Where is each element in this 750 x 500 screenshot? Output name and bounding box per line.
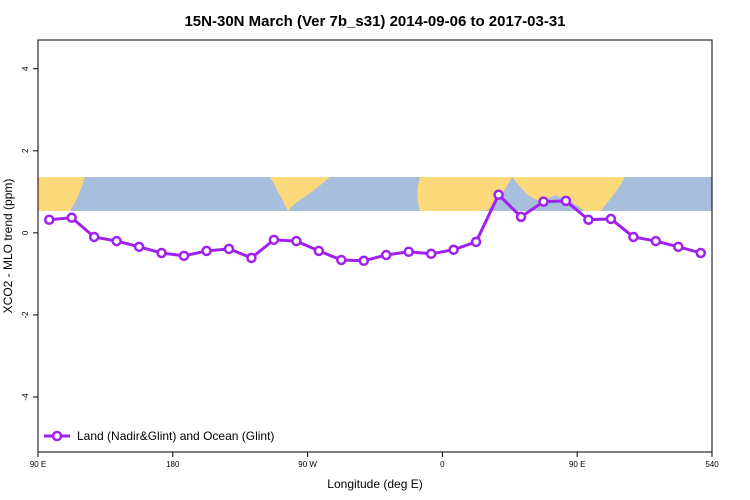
- data-point: [515, 211, 527, 223]
- x-axis-label: Longitude (deg E): [327, 477, 422, 491]
- y-tick-label: -4: [21, 393, 30, 401]
- plot-frame: [37, 39, 713, 453]
- data-point: [605, 213, 617, 225]
- y-axis-label: XCO2 - MLO trend (ppm): [1, 179, 15, 314]
- data-point: [291, 235, 302, 247]
- legend-marker: [51, 430, 63, 442]
- legend-label: Land (Nadir&Glint) and Ocean (Glint): [77, 429, 274, 443]
- data-point: [493, 189, 504, 200]
- data-point: [43, 214, 55, 225]
- data-point: [538, 196, 549, 207]
- y-tick-label: 4: [21, 66, 30, 71]
- data-point: [66, 212, 77, 223]
- x-tick-label: 540: [705, 460, 719, 469]
- data-point: [201, 245, 212, 257]
- x-tick-label: 0: [440, 460, 445, 469]
- y-tick-label: -2: [21, 311, 30, 319]
- data-point: [650, 235, 662, 247]
- data-point: [111, 235, 122, 247]
- data-point: [673, 241, 684, 253]
- y-tick-label: 2: [21, 148, 30, 153]
- data-point: [470, 236, 482, 248]
- data-point: [695, 247, 707, 259]
- data-point: [403, 246, 414, 257]
- x-tick-label: 90 E: [30, 460, 46, 469]
- x-tick-label: 90 W: [298, 460, 317, 469]
- data-point: [178, 250, 190, 262]
- data-point: [583, 214, 594, 225]
- data-point: [336, 254, 347, 266]
- data-point: [425, 248, 437, 260]
- data-point: [380, 249, 392, 261]
- data-point: [223, 243, 235, 255]
- map-band: [38, 177, 712, 211]
- y-tick-label: 0: [21, 230, 30, 235]
- data-point: [560, 195, 572, 207]
- data-point: [628, 231, 639, 243]
- data-point: [246, 252, 257, 264]
- x-tick-label: 90 E: [569, 460, 585, 469]
- data-point: [358, 255, 370, 267]
- data-point: [156, 247, 167, 259]
- chart-title: 15N-30N March (Ver 7b_s31) 2014-09-06 to…: [184, 13, 565, 30]
- x-tick-label: 180: [166, 460, 180, 469]
- data-point: [268, 234, 280, 246]
- data-point: [448, 244, 459, 255]
- data-point: [133, 241, 145, 253]
- data-point: [313, 245, 325, 257]
- data-point: [88, 231, 100, 243]
